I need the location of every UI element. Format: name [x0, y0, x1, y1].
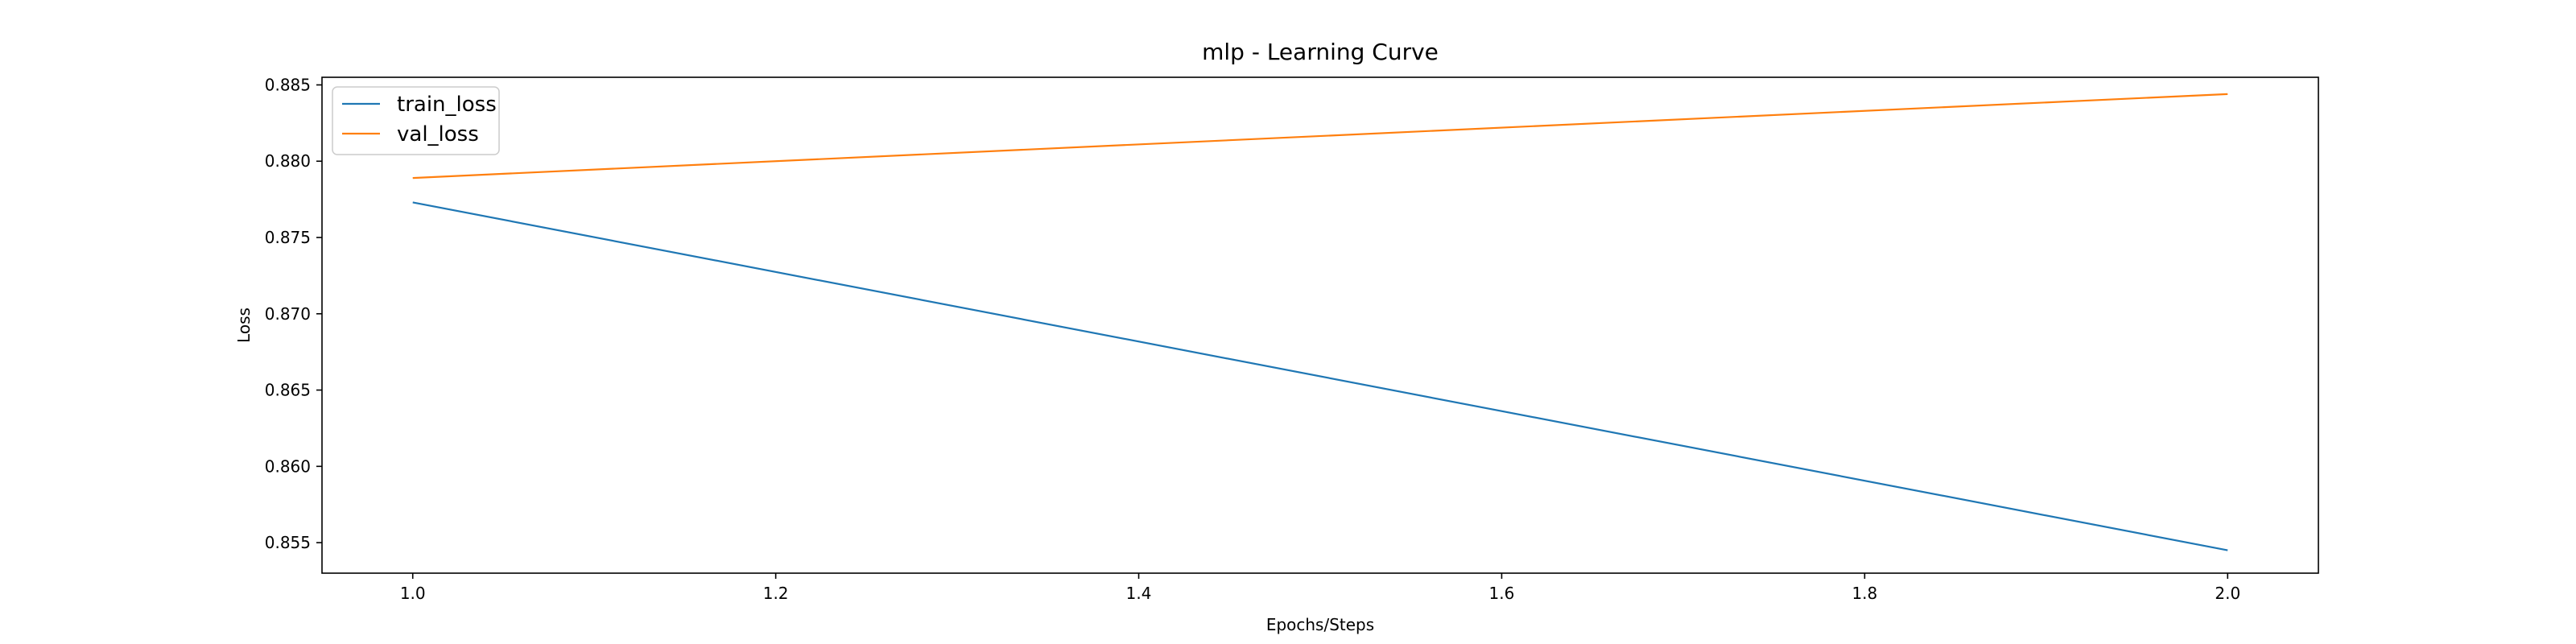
y-tick-label: 0.875 [265, 228, 311, 247]
x-tick-label: 1.2 [763, 584, 789, 603]
legend-label-val-loss: val_loss [397, 122, 479, 147]
legend: train_loss val_loss [332, 86, 500, 155]
plot-frame [321, 76, 2319, 574]
series-layer [412, 93, 2228, 551]
series-line-train-loss [412, 201, 2228, 551]
chart-title: mlp - Learning Curve [1202, 39, 1439, 65]
y-tick-label: 0.865 [265, 381, 311, 400]
x-tick-label: 1.6 [1489, 584, 1515, 603]
y-tick-label: 0.860 [265, 456, 311, 476]
x-axis: 1.0 1.2 1.4 1.6 1.8 2.0 [400, 573, 2240, 603]
x-tick-label: 1.8 [1852, 584, 1877, 603]
y-tick-label: 0.855 [265, 533, 311, 552]
y-axis: 0.855 0.860 0.865 0.870 0.875 0.880 0.885 [265, 75, 322, 552]
x-tick-label: 1.0 [400, 584, 426, 603]
series-line-val-loss [412, 93, 2228, 180]
plot-area [321, 76, 2319, 574]
y-tick-label: 0.885 [265, 75, 311, 94]
x-axis-label: Epochs/Steps [1266, 615, 1374, 634]
legend-label-train-loss: train_loss [397, 93, 497, 117]
x-tick-label: 2.0 [2215, 584, 2240, 603]
y-tick-label: 0.880 [265, 151, 311, 171]
x-tick-label: 1.4 [1126, 584, 1152, 603]
y-tick-label: 0.870 [265, 304, 311, 324]
y-axis-label: Loss [234, 308, 254, 343]
